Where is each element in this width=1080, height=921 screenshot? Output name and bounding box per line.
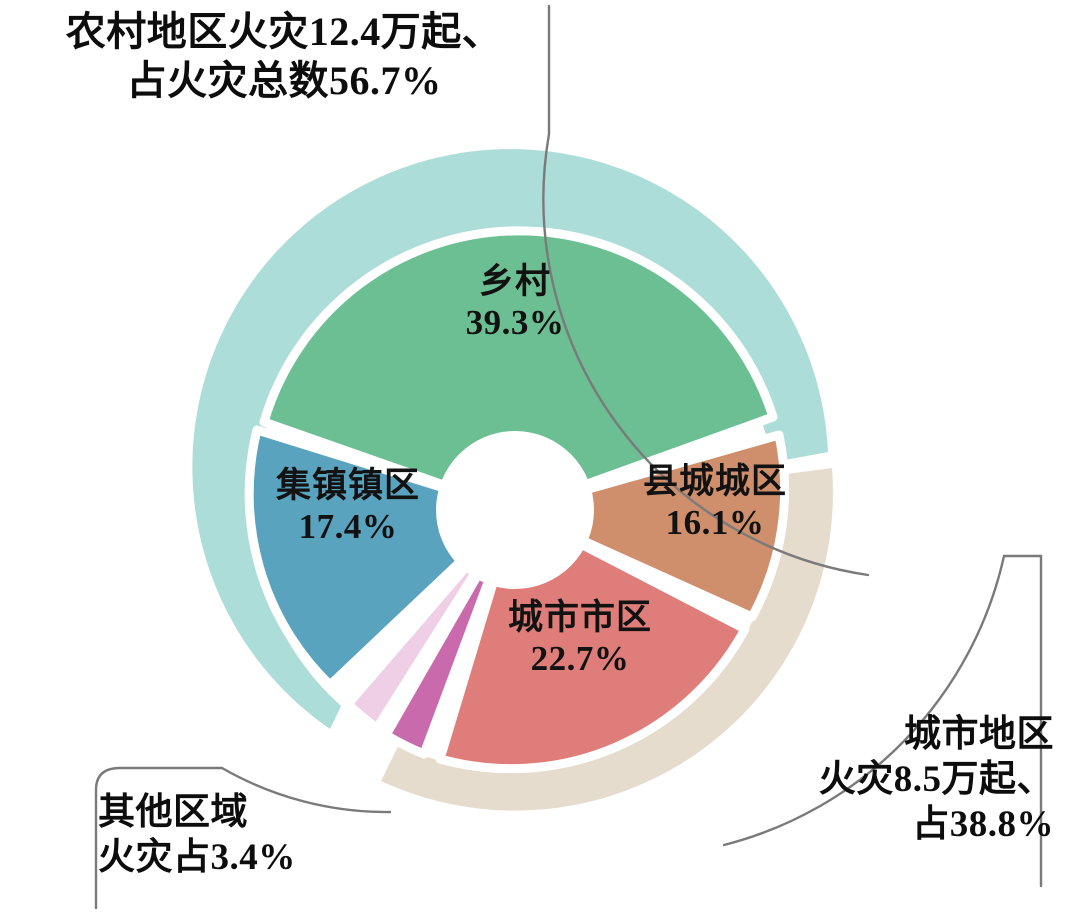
leader-line-rural bbox=[542, 4, 870, 577]
leader-line-urban bbox=[722, 554, 1043, 888]
callout-urban-area: 城市地区 火灾8.5万起、 占38.8% bbox=[818, 714, 1054, 846]
slice-xiangcun[interactable] bbox=[259, 226, 778, 515]
inner-pie-group bbox=[244, 226, 790, 774]
slice-xiancheng[interactable] bbox=[510, 430, 790, 622]
donut-hole bbox=[436, 431, 594, 589]
leader-lines-group bbox=[94, 4, 1043, 910]
callout-rural-area: 农村地区火灾12.4万起、 占火灾总数56.7% bbox=[65, 9, 503, 103]
callout-other-area: 其他区域 火灾占3.4% bbox=[98, 792, 296, 879]
leader-line-other bbox=[94, 766, 392, 910]
